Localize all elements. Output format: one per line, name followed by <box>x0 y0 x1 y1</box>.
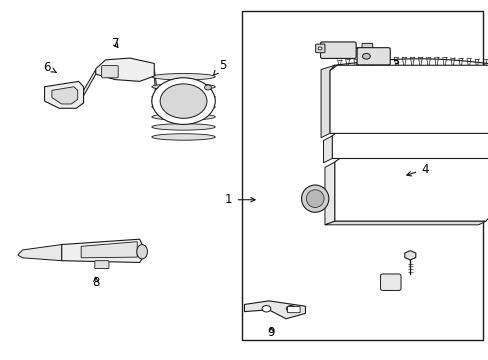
Polygon shape <box>325 221 485 225</box>
Text: 3: 3 <box>379 58 399 72</box>
Polygon shape <box>329 65 488 134</box>
Ellipse shape <box>301 185 328 212</box>
Polygon shape <box>321 65 334 138</box>
FancyBboxPatch shape <box>102 66 118 78</box>
FancyBboxPatch shape <box>287 307 300 313</box>
FancyBboxPatch shape <box>320 42 355 58</box>
Circle shape <box>262 306 270 312</box>
Polygon shape <box>404 251 415 260</box>
Circle shape <box>318 47 322 50</box>
Polygon shape <box>331 132 488 158</box>
FancyBboxPatch shape <box>315 44 325 53</box>
Ellipse shape <box>152 84 215 90</box>
Ellipse shape <box>152 73 215 80</box>
Text: 7: 7 <box>111 37 119 50</box>
Circle shape <box>286 306 295 312</box>
Polygon shape <box>96 58 154 81</box>
Text: 9: 9 <box>267 326 275 339</box>
Polygon shape <box>83 69 96 96</box>
Text: 6: 6 <box>43 60 56 73</box>
FancyBboxPatch shape <box>361 43 372 53</box>
Circle shape <box>204 85 211 90</box>
Ellipse shape <box>152 94 215 100</box>
Ellipse shape <box>137 244 147 259</box>
Polygon shape <box>18 244 61 261</box>
Polygon shape <box>61 239 142 262</box>
Ellipse shape <box>305 190 324 207</box>
Text: 4: 4 <box>406 163 428 176</box>
Ellipse shape <box>152 124 215 130</box>
FancyBboxPatch shape <box>380 274 400 291</box>
Polygon shape <box>244 301 305 319</box>
Polygon shape <box>334 157 488 221</box>
Circle shape <box>160 84 206 118</box>
Polygon shape <box>44 81 83 108</box>
Text: 1: 1 <box>224 193 255 206</box>
Ellipse shape <box>152 104 215 110</box>
Text: 8: 8 <box>92 276 99 289</box>
Text: 2: 2 <box>440 81 459 95</box>
Polygon shape <box>325 162 334 225</box>
Circle shape <box>152 78 215 125</box>
Polygon shape <box>152 69 157 112</box>
Ellipse shape <box>152 114 215 120</box>
FancyBboxPatch shape <box>356 48 389 65</box>
Bar <box>242 12 483 339</box>
Ellipse shape <box>152 134 215 140</box>
Polygon shape <box>52 87 78 104</box>
Polygon shape <box>81 242 137 258</box>
Polygon shape <box>323 136 331 163</box>
FancyBboxPatch shape <box>95 261 109 269</box>
Circle shape <box>362 53 369 59</box>
Text: 5: 5 <box>213 59 226 75</box>
